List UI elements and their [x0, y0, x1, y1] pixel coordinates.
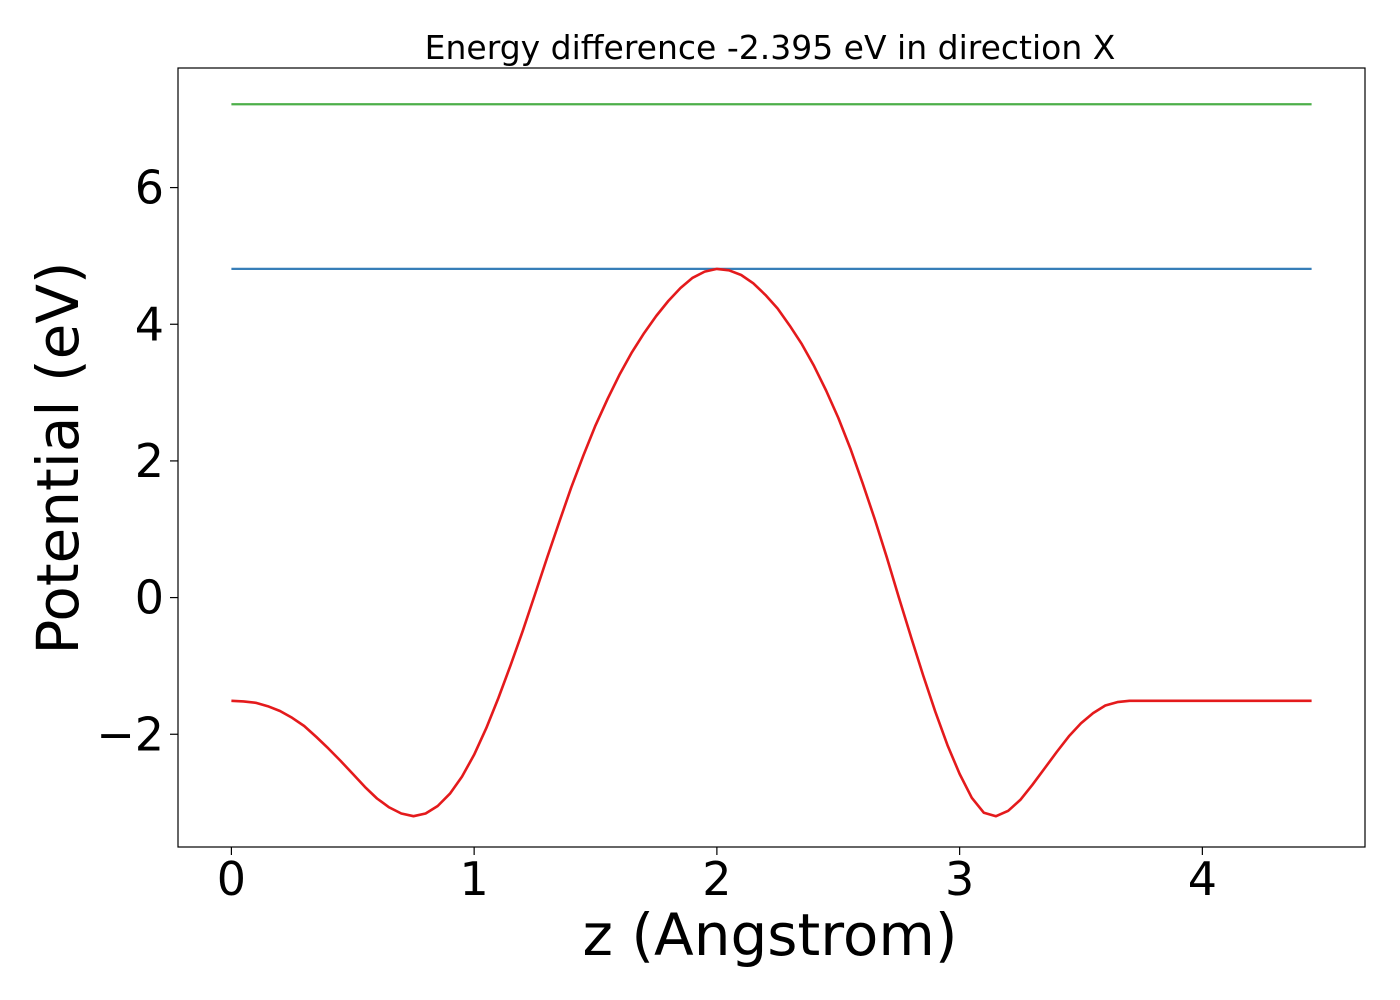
x-tick-label: 1	[460, 852, 489, 906]
x-tick-label: 0	[217, 852, 246, 906]
potential-curve	[231, 267, 1312, 818]
plot-area	[231, 103, 1312, 818]
y-axis-label: Potential (eV)	[24, 261, 92, 654]
y-tick-label: −2	[96, 707, 164, 761]
y-tick-label: 0	[135, 571, 164, 625]
x-tick-label: 3	[945, 852, 974, 906]
y-tick-label: 6	[135, 161, 164, 215]
y-tick-label: 4	[135, 297, 164, 351]
x-axis: 0 1 2 3 4	[217, 847, 1217, 906]
plot-frame	[177, 67, 1366, 848]
x-axis-label: z (Angstrom)	[583, 901, 958, 969]
chart-title: Energy difference -2.395 eV in direction…	[425, 28, 1116, 67]
x-tick-label: 2	[702, 852, 731, 906]
x-tick-label: 4	[1188, 852, 1217, 906]
y-axis: −2 0 2 4 6	[96, 161, 178, 761]
y-tick-label: 2	[135, 434, 164, 488]
